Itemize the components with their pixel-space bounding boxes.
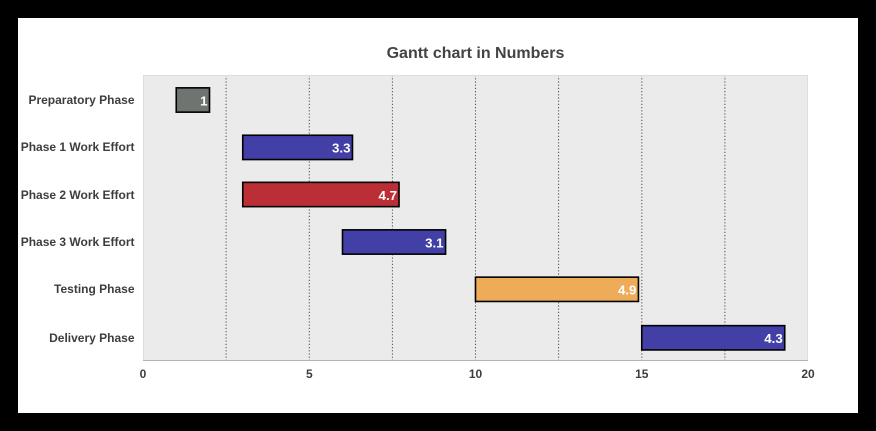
svg-text:3.3: 3.3 [332,141,351,156]
svg-text:4.9: 4.9 [618,283,637,298]
svg-text:4.7: 4.7 [379,188,398,203]
svg-text:1: 1 [200,93,208,108]
svg-text:3.1: 3.1 [425,235,444,250]
svg-text:4.3: 4.3 [764,331,783,346]
